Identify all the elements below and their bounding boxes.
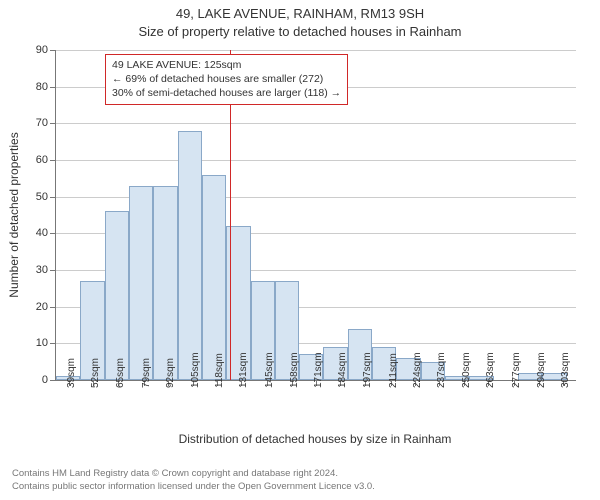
x-tick-label: 158sqm [289, 352, 300, 388]
y-tick-label: 40 [36, 227, 48, 239]
y-tick [50, 343, 56, 344]
x-tick-label: 237sqm [436, 352, 447, 388]
chart-title-subtitle: Size of property relative to detached ho… [0, 24, 600, 39]
y-tick-label: 30 [36, 264, 48, 276]
histogram-bar [202, 175, 226, 380]
x-tick-label: 92sqm [165, 358, 176, 388]
y-tick [50, 307, 56, 308]
gridline [56, 123, 576, 124]
chart-title-address: 49, LAKE AVENUE, RAINHAM, RM13 9SH [0, 6, 600, 21]
plot-area: 010203040506070809039sqm52sqm65sqm79sqm9… [55, 50, 576, 381]
y-tick [50, 160, 56, 161]
x-tick-label: 105sqm [190, 352, 201, 388]
y-tick [50, 380, 56, 381]
y-tick-label: 90 [36, 44, 48, 56]
histogram-bar [153, 186, 177, 380]
x-tick-label: 65sqm [115, 358, 126, 388]
x-tick-label: 39sqm [66, 358, 77, 388]
y-tick [50, 50, 56, 51]
x-tick-label: 197sqm [362, 352, 373, 388]
x-tick-label: 145sqm [264, 352, 275, 388]
y-tick-label: 80 [36, 81, 48, 93]
y-tick [50, 123, 56, 124]
y-tick-label: 0 [42, 374, 48, 386]
gridline [56, 50, 576, 51]
y-tick [50, 270, 56, 271]
x-tick-label: 118sqm [214, 353, 225, 388]
x-tick-label: 211sqm [388, 353, 399, 388]
x-tick-label: 79sqm [141, 358, 152, 388]
histogram-bar [105, 211, 129, 380]
y-tick-label: 70 [36, 117, 48, 129]
footer-line1: Contains HM Land Registry data © Crown c… [12, 468, 588, 481]
x-tick-label: 52sqm [90, 358, 101, 388]
y-tick-label: 10 [36, 337, 48, 349]
y-tick-label: 60 [36, 154, 48, 166]
annotation-line3: 30% of semi-detached houses are larger (… [112, 86, 341, 100]
x-tick-label: 184sqm [337, 352, 348, 388]
x-tick-label: 224sqm [412, 352, 423, 388]
gridline [56, 160, 576, 161]
x-tick-label: 131sqm [238, 352, 249, 388]
footer-line2: Contains public sector information licen… [12, 481, 588, 494]
annotation-line2: ← 69% of detached houses are smaller (27… [112, 72, 341, 86]
y-axis-label: Number of detached properties [7, 132, 21, 297]
x-tick-label: 290sqm [536, 352, 547, 388]
annotation-box: 49 LAKE AVENUE: 125sqm ← 69% of detached… [105, 54, 348, 105]
annotation-line1: 49 LAKE AVENUE: 125sqm [112, 58, 341, 72]
y-tick-label: 50 [36, 191, 48, 203]
y-tick [50, 87, 56, 88]
x-tick-label: 303sqm [560, 352, 571, 388]
x-tick-label: 277sqm [511, 352, 522, 388]
x-tick-label: 171sqm [313, 352, 324, 388]
histogram-bar [178, 131, 202, 380]
x-axis-label: Distribution of detached houses by size … [55, 432, 575, 446]
y-tick [50, 197, 56, 198]
x-tick-label: 263sqm [485, 352, 496, 388]
histogram-bar [129, 186, 153, 380]
chart-container: 49, LAKE AVENUE, RAINHAM, RM13 9SH Size … [0, 0, 600, 500]
y-tick-label: 20 [36, 301, 48, 313]
y-tick [50, 233, 56, 234]
footer-attribution: Contains HM Land Registry data © Crown c… [12, 468, 588, 494]
x-tick-label: 250sqm [461, 352, 472, 388]
